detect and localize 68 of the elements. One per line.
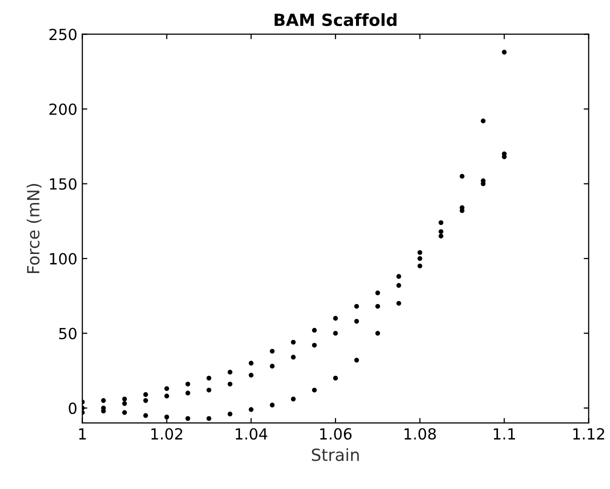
point — [143, 413, 148, 418]
x-tick-label: 1.1 — [494, 428, 516, 440]
point — [375, 304, 380, 309]
point — [312, 328, 317, 333]
point — [417, 250, 422, 255]
point — [290, 354, 296, 360]
point — [143, 392, 148, 397]
point — [122, 396, 127, 402]
point — [438, 229, 444, 234]
point — [333, 376, 338, 381]
point — [228, 382, 232, 387]
point — [438, 234, 444, 238]
point — [502, 50, 507, 55]
x-tick-label: 1.06 — [320, 428, 352, 440]
point — [228, 412, 232, 416]
point — [438, 220, 444, 226]
point — [354, 304, 359, 309]
point — [270, 402, 275, 408]
point — [270, 348, 275, 354]
point — [206, 388, 212, 392]
point — [333, 330, 338, 336]
point — [248, 407, 254, 412]
point — [375, 290, 380, 296]
point — [164, 414, 170, 420]
point — [354, 318, 359, 324]
y-tick-label: 0 — [68, 402, 76, 414]
point — [270, 364, 275, 369]
point — [333, 316, 338, 321]
point — [396, 274, 402, 279]
x-tick-label: 1 — [79, 428, 86, 440]
point — [206, 416, 212, 421]
point — [460, 174, 464, 179]
y-tick-label: 100 — [50, 252, 76, 265]
point — [375, 330, 380, 336]
point — [164, 394, 170, 398]
y-tick-label: 50 — [59, 328, 76, 340]
x-tick-label: 1.02 — [151, 428, 182, 440]
x-tick-label: 1.12 — [573, 428, 604, 440]
point — [164, 386, 170, 391]
point — [248, 360, 254, 366]
point — [143, 398, 148, 403]
point — [417, 264, 422, 268]
point — [312, 388, 317, 392]
y-tick-label: 250 — [49, 28, 76, 40]
chart-title: BAM Scaffold — [274, 13, 396, 26]
point — [396, 300, 402, 306]
x-axis-title: Strain — [312, 448, 359, 462]
point — [417, 256, 422, 261]
point — [185, 382, 190, 387]
point — [185, 390, 190, 396]
point — [312, 342, 317, 348]
point — [248, 372, 254, 378]
point — [480, 118, 486, 124]
point — [290, 396, 296, 402]
y-tick-label: 150 — [50, 178, 76, 190]
point — [185, 416, 190, 421]
y-tick-label: 200 — [49, 103, 76, 116]
point — [354, 358, 359, 363]
point — [206, 376, 212, 381]
point — [396, 283, 402, 288]
point — [101, 398, 106, 403]
x-tick-label: 1.04 — [236, 428, 268, 440]
x-tick-label: 1.08 — [404, 428, 436, 440]
y-axis-title: Force (mN) — [26, 184, 42, 274]
point — [290, 340, 296, 345]
point — [122, 401, 127, 406]
point — [228, 370, 232, 375]
point — [122, 410, 127, 415]
